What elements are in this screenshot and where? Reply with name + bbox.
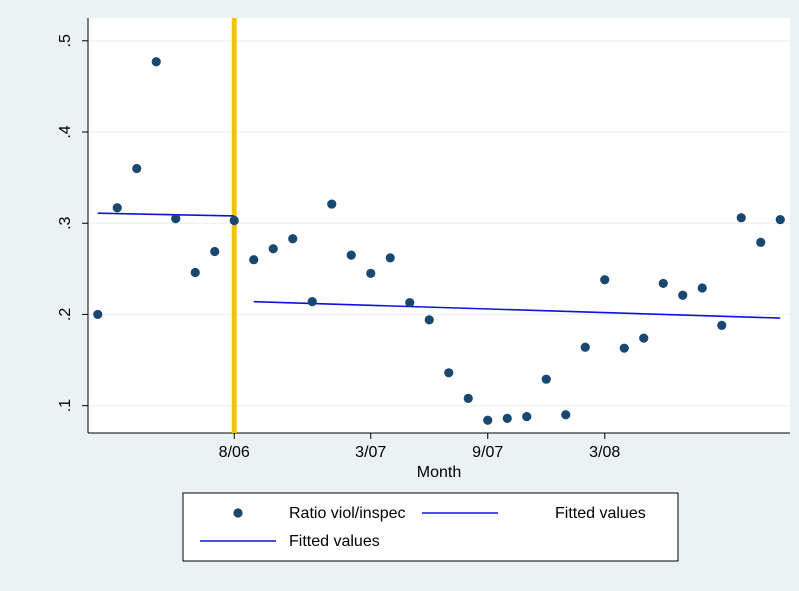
- data-point: [288, 234, 298, 244]
- legend-label: Fitted values: [555, 505, 646, 522]
- data-point: [483, 415, 493, 425]
- data-point: [112, 203, 122, 213]
- data-points: [93, 57, 785, 425]
- legend-label: Ratio viol/inspec: [289, 505, 406, 522]
- x-tick-label: 3/07: [355, 444, 386, 461]
- data-point: [580, 342, 590, 352]
- data-point: [268, 244, 278, 254]
- x-tick-label: 3/08: [589, 444, 620, 461]
- data-point: [463, 393, 473, 403]
- x-axis-label: Month: [417, 464, 461, 481]
- data-point: [346, 250, 356, 260]
- data-point: [561, 410, 571, 420]
- data-point: [717, 320, 727, 330]
- data-point: [151, 57, 161, 67]
- data-point: [756, 237, 766, 247]
- data-point: [327, 199, 337, 209]
- data-point: [736, 213, 746, 223]
- data-point: [775, 214, 785, 225]
- data-point: [93, 309, 103, 320]
- data-point: [366, 268, 376, 278]
- data-point: [190, 267, 200, 278]
- data-point: [249, 255, 259, 265]
- data-point: [678, 290, 688, 300]
- fitted-line-2: [253, 300, 781, 319]
- legend-box: [182, 492, 679, 562]
- data-point: [697, 283, 707, 293]
- data-point: [541, 374, 551, 384]
- y-tick-label: .5: [57, 34, 74, 47]
- data-point: [502, 413, 512, 424]
- data-point: [639, 333, 649, 343]
- data-point: [385, 253, 395, 263]
- x-tick-label: 8/06: [219, 444, 250, 461]
- legend-label: Fitted values: [289, 533, 380, 550]
- data-point: [522, 411, 532, 422]
- y-tick-label: .4: [57, 125, 74, 138]
- fitted-line-1: [97, 212, 235, 217]
- y-tick-label: .3: [57, 216, 74, 229]
- data-point: [619, 343, 629, 353]
- legend-marker: [233, 508, 243, 518]
- fitted-lines: [97, 212, 781, 319]
- data-point: [600, 275, 610, 285]
- plot-area: [88, 18, 790, 433]
- data-point: [658, 278, 668, 289]
- legend: Ratio viol/inspec Fitted values Fitted val…: [182, 492, 679, 562]
- data-point: [405, 297, 415, 308]
- y-tick-label: .1: [57, 399, 74, 412]
- y-tick-label: .2: [57, 308, 74, 321]
- x-tick-label: 9/07: [472, 444, 503, 461]
- data-point: [132, 163, 142, 174]
- data-point: [171, 214, 181, 224]
- data-point: [229, 215, 239, 226]
- gridlines: [88, 40, 790, 407]
- data-point: [424, 315, 434, 325]
- data-point: [210, 246, 220, 257]
- axes: .1 .2 .3 .4 .5 8/06 3/07 9/07 3/08: [57, 18, 790, 461]
- data-point: [444, 368, 454, 378]
- data-point: [307, 297, 317, 307]
